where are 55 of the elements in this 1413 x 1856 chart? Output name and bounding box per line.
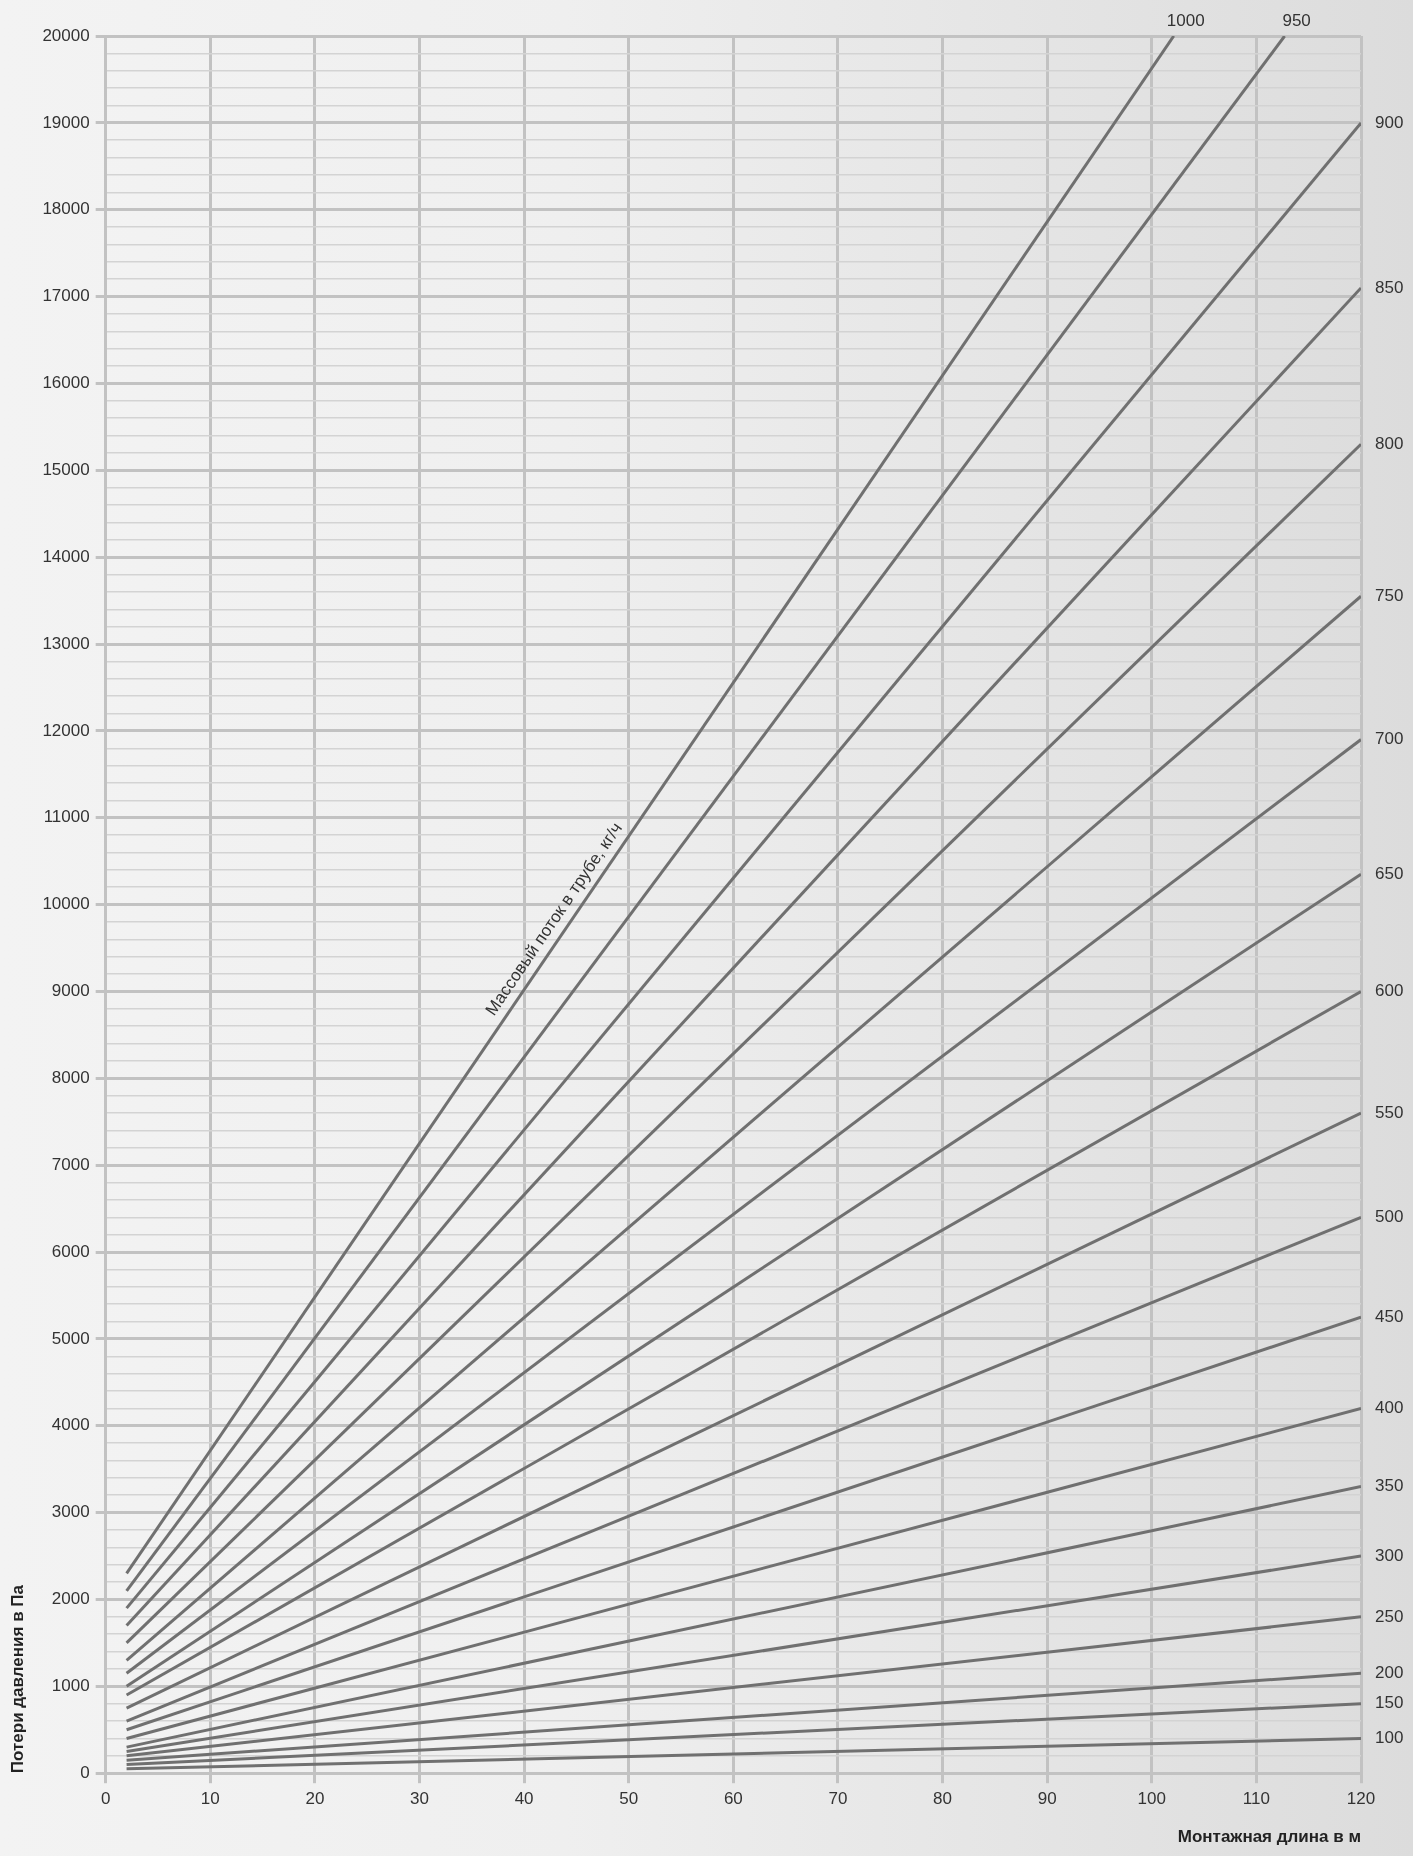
y-tick-label: 12000 <box>42 720 90 740</box>
x-tick-label: 80 <box>933 1789 953 1809</box>
y-tick-label: 5000 <box>51 1328 90 1348</box>
y-tick-label: 4000 <box>51 1415 90 1435</box>
y-tick-label: 10000 <box>42 894 90 914</box>
series-label: 700 <box>1375 729 1404 749</box>
series-label: 1000 <box>1166 11 1205 31</box>
series-label: 600 <box>1375 981 1404 1001</box>
x-tick-label: 30 <box>410 1789 429 1809</box>
series-label: 300 <box>1375 1545 1404 1565</box>
y-tick-label: 14000 <box>42 546 90 566</box>
y-tick-label: 2000 <box>51 1589 90 1609</box>
series-label: 100 <box>1375 1728 1404 1748</box>
x-tick-label: 120 <box>1346 1789 1376 1809</box>
y-tick-label: 1000 <box>51 1676 90 1696</box>
x-tick-label: 110 <box>1242 1789 1270 1809</box>
series-label: 150 <box>1375 1693 1404 1713</box>
y-tick-label: 6000 <box>51 1241 90 1261</box>
y-tick-label: 18000 <box>42 199 90 219</box>
x-tick-label: 90 <box>1037 1789 1057 1809</box>
y-tick-label: 0 <box>80 1762 90 1782</box>
series-label: 500 <box>1375 1206 1404 1226</box>
y-tick-label: 7000 <box>51 1154 90 1174</box>
y-tick-label: 16000 <box>42 373 90 393</box>
x-tick-label: 100 <box>1137 1789 1166 1809</box>
series-label: 350 <box>1375 1476 1404 1496</box>
y-tick-label: 20000 <box>42 25 90 45</box>
y-tick-label: 13000 <box>42 633 90 653</box>
x-tick-label: 60 <box>723 1789 743 1809</box>
y-axis-title: Потери давления в Па <box>7 1584 27 1774</box>
y-tick-label: 3000 <box>51 1502 90 1522</box>
x-tick-label: 40 <box>514 1789 534 1809</box>
series-label: 200 <box>1375 1663 1404 1682</box>
y-tick-label: 9000 <box>51 981 90 1001</box>
x-tick-label: 0 <box>100 1789 111 1809</box>
series-label: 650 <box>1375 863 1404 883</box>
y-tick-label: 15000 <box>42 459 90 479</box>
series-label: 750 <box>1375 585 1404 605</box>
series-label: 900 <box>1375 112 1404 132</box>
y-tick-label: 19000 <box>42 112 90 132</box>
x-tick-label: 70 <box>828 1789 848 1809</box>
x-tick-label: 20 <box>305 1789 325 1809</box>
x-tick-label: 10 <box>200 1789 220 1809</box>
series-label: 800 <box>1375 433 1404 453</box>
y-tick-label: 17000 <box>42 286 90 306</box>
series-label: 400 <box>1375 1398 1404 1418</box>
series-label: 850 <box>1375 277 1404 297</box>
series-label: 550 <box>1375 1102 1404 1122</box>
y-tick-label: 11000 <box>43 807 90 827</box>
series-label: 450 <box>1375 1306 1404 1326</box>
x-axis-title: Монтажная длина в м <box>1177 1827 1361 1847</box>
y-tick-label: 8000 <box>51 1068 90 1088</box>
x-tick-label: 50 <box>619 1789 639 1809</box>
series-label: 250 <box>1375 1606 1404 1626</box>
series-label: 950 <box>1282 11 1311 31</box>
